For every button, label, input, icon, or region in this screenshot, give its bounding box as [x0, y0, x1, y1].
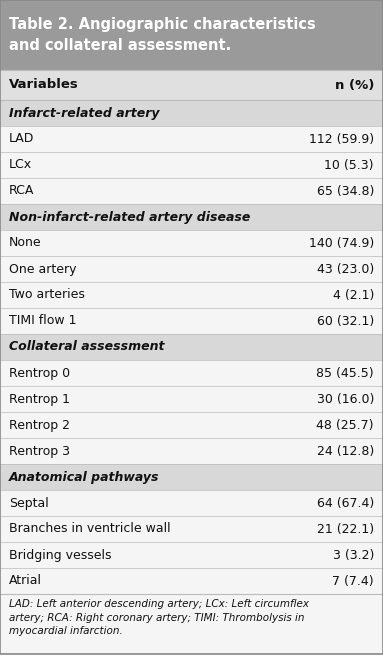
Text: 140 (74.9): 140 (74.9): [309, 236, 374, 249]
Text: Two arteries: Two arteries: [9, 288, 85, 301]
Bar: [0, 516, 383, 542]
Bar: [0, 412, 383, 438]
Text: One artery: One artery: [9, 263, 77, 276]
Bar: [0, 568, 383, 594]
Text: Bridging vessels: Bridging vessels: [9, 549, 111, 561]
Text: LAD: Left anterior descending artery; LCx: Left circumflex
artery; RCA: Right co: LAD: Left anterior descending artery; LC…: [9, 599, 309, 636]
Text: Infarct-related artery: Infarct-related artery: [9, 107, 159, 120]
Text: 7 (7.4): 7 (7.4): [332, 574, 374, 588]
Text: Rentrop 3: Rentrop 3: [9, 445, 70, 457]
Bar: [0, 100, 383, 126]
Text: Anatomical pathways: Anatomical pathways: [9, 470, 159, 484]
Text: 112 (59.9): 112 (59.9): [309, 132, 374, 145]
Text: 4 (2.1): 4 (2.1): [332, 288, 374, 301]
Text: Septal: Septal: [9, 497, 49, 509]
Bar: [0, 438, 383, 464]
Text: Atrial: Atrial: [9, 574, 42, 588]
Bar: [0, 490, 383, 516]
Text: 10 (5.3): 10 (5.3): [324, 159, 374, 172]
Text: Rentrop 0: Rentrop 0: [9, 367, 70, 380]
Text: Branches in ventricle wall: Branches in ventricle wall: [9, 522, 170, 536]
Text: Table 2. Angiographic characteristics
and collateral assessment.: Table 2. Angiographic characteristics an…: [9, 17, 316, 53]
Text: 43 (23.0): 43 (23.0): [317, 263, 374, 276]
Text: Rentrop 2: Rentrop 2: [9, 418, 70, 432]
Bar: [0, 256, 383, 282]
Bar: [0, 70, 383, 100]
Text: LAD: LAD: [9, 132, 34, 145]
Text: Non-infarct-related artery disease: Non-infarct-related artery disease: [9, 211, 250, 224]
Text: None: None: [9, 236, 42, 249]
Bar: [0, 334, 383, 360]
Text: RCA: RCA: [9, 184, 34, 197]
Bar: [0, 0, 383, 70]
Text: 85 (45.5): 85 (45.5): [316, 367, 374, 380]
Text: n (%): n (%): [335, 78, 374, 91]
Text: 60 (32.1): 60 (32.1): [317, 315, 374, 328]
Text: Variables: Variables: [9, 78, 79, 91]
Text: 65 (34.8): 65 (34.8): [317, 184, 374, 197]
Bar: [0, 386, 383, 412]
Bar: [0, 542, 383, 568]
Bar: [0, 230, 383, 256]
Text: 30 (16.0): 30 (16.0): [317, 393, 374, 405]
Text: Collateral assessment: Collateral assessment: [9, 340, 165, 353]
Text: 64 (67.4): 64 (67.4): [317, 497, 374, 509]
Bar: [0, 152, 383, 178]
Bar: [0, 308, 383, 334]
Bar: [0, 464, 383, 490]
Text: LCx: LCx: [9, 159, 32, 172]
Text: 24 (12.8): 24 (12.8): [317, 445, 374, 457]
Bar: [0, 282, 383, 308]
Bar: [0, 204, 383, 230]
Text: Rentrop 1: Rentrop 1: [9, 393, 70, 405]
Text: TIMI flow 1: TIMI flow 1: [9, 315, 77, 328]
Bar: [0, 594, 383, 654]
Bar: [0, 360, 383, 386]
Text: 21 (22.1): 21 (22.1): [317, 522, 374, 536]
Text: 3 (3.2): 3 (3.2): [332, 549, 374, 561]
Bar: [0, 126, 383, 152]
Bar: [0, 178, 383, 204]
Text: 48 (25.7): 48 (25.7): [316, 418, 374, 432]
